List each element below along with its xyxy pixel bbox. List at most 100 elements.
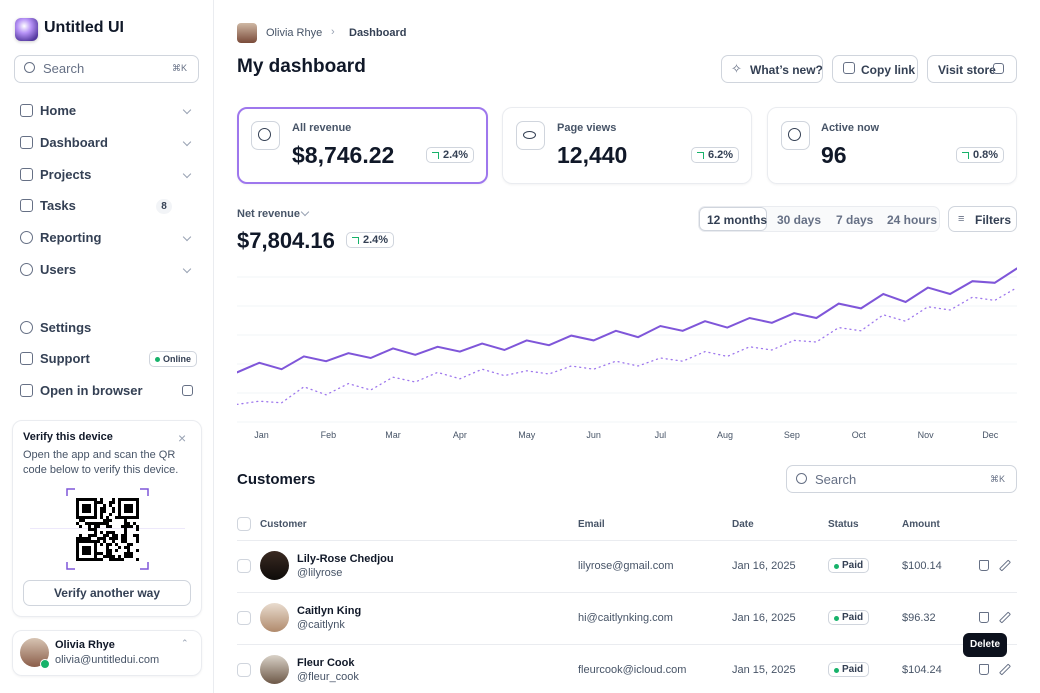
- range-tab[interactable]: 24 hours: [887, 213, 938, 227]
- checkbox[interactable]: [237, 559, 251, 573]
- customer-name: Lily-Rose Chedjou: [297, 553, 394, 565]
- nav-item[interactable]: Support: [40, 351, 90, 366]
- nav-item[interactable]: Tasks: [40, 198, 76, 213]
- customer-email: fleurcook@icloud.com: [578, 664, 687, 676]
- qr-module: [94, 543, 97, 546]
- nav-item[interactable]: Projects: [40, 167, 92, 182]
- nav-icon: [20, 168, 33, 181]
- qr-module: [103, 519, 106, 522]
- qr-module: [82, 552, 85, 555]
- qr-module: [124, 498, 127, 501]
- nav-item[interactable]: Users: [40, 262, 77, 277]
- delete-icon[interactable]: [979, 560, 989, 571]
- close-icon[interactable]: ×: [178, 430, 187, 446]
- external-icon: [993, 63, 1004, 74]
- nav-item[interactable]: Dashboard: [40, 135, 108, 150]
- nav-item[interactable]: Settings: [40, 320, 92, 335]
- qr-module: [136, 510, 139, 513]
- qr-module: [133, 534, 136, 537]
- qr-module: [103, 555, 106, 558]
- button-label[interactable]: What’s new?: [750, 63, 823, 77]
- qr-module: [97, 501, 100, 504]
- stat-card[interactable]: [502, 107, 752, 184]
- stat-card[interactable]: [767, 107, 1017, 184]
- qr-module: [94, 501, 97, 504]
- column-header[interactable]: Status: [828, 519, 859, 530]
- column-header[interactable]: Date: [732, 519, 754, 530]
- nav-item[interactable]: Reporting: [40, 230, 102, 245]
- qr-module: [100, 516, 103, 519]
- qr-module: [112, 498, 115, 501]
- x-tick-label: Mar: [385, 430, 401, 440]
- qr-module: [103, 510, 106, 513]
- table-search[interactable]: [786, 465, 1017, 493]
- button-label[interactable]: Visit store: [938, 63, 996, 77]
- x-tick-label: Dec: [982, 430, 999, 440]
- qr-module: [88, 549, 91, 552]
- column-header[interactable]: Customer: [260, 519, 307, 530]
- delete-icon[interactable]: [979, 664, 989, 675]
- x-tick-label: Aug: [717, 430, 733, 440]
- column-header[interactable]: Email: [578, 519, 605, 530]
- filters-button[interactable]: [948, 206, 1017, 232]
- verify-title: Verify this device: [23, 431, 113, 443]
- customer-amount: $96.32: [902, 612, 936, 624]
- qr-module: [124, 552, 127, 555]
- revenue-label[interactable]: Net revenue: [237, 208, 300, 220]
- user-card[interactable]: [12, 630, 202, 676]
- x-tick-label: Feb: [321, 430, 337, 440]
- qr-module: [112, 555, 115, 558]
- verify-button[interactable]: [23, 580, 191, 606]
- range-tab[interactable]: 30 days: [777, 213, 822, 227]
- chevron: [300, 207, 310, 217]
- edit-icon[interactable]: [998, 559, 1012, 572]
- copy-link-button[interactable]: [832, 55, 918, 83]
- qr-module: [85, 546, 88, 549]
- nav-item[interactable]: Home: [40, 103, 77, 118]
- whats-new-button[interactable]: [721, 55, 823, 83]
- stat-card[interactable]: [237, 107, 488, 184]
- x-tick-label: Sep: [784, 430, 800, 440]
- qr-module: [118, 558, 121, 561]
- qr-module: [106, 519, 109, 522]
- column-header[interactable]: Amount: [902, 519, 940, 530]
- qr-module: [130, 552, 133, 555]
- breadcrumb-item[interactable]: Dashboard: [349, 27, 407, 39]
- visit-store-button[interactable]: [927, 55, 1017, 83]
- range-tab[interactable]: 7 days: [836, 213, 874, 227]
- qr-module: [136, 516, 139, 519]
- qr-module: [91, 522, 94, 525]
- qr-module: [76, 555, 79, 558]
- qr-module: [88, 516, 91, 519]
- qr-module: [106, 552, 109, 555]
- qr-module: [79, 534, 82, 537]
- breadcrumb-item[interactable]: Olivia Rhye: [266, 27, 323, 39]
- stat-value: 96: [821, 142, 847, 168]
- qr-module: [133, 498, 136, 501]
- search-box[interactable]: [14, 55, 199, 83]
- checkbox[interactable]: [237, 517, 251, 531]
- edit-icon[interactable]: [998, 611, 1012, 624]
- sidebar: [0, 0, 214, 693]
- checkbox[interactable]: [237, 611, 251, 625]
- qr-module: [130, 516, 133, 519]
- button-label[interactable]: Copy link: [861, 63, 916, 77]
- qr-module: [115, 549, 118, 552]
- qr-module: [76, 549, 79, 552]
- qr-module: [85, 558, 88, 561]
- qr-module: [76, 507, 79, 510]
- nav-item[interactable]: Open in browser: [40, 383, 143, 398]
- qr-module: [130, 543, 133, 546]
- checkbox[interactable]: [237, 663, 251, 677]
- button-label[interactable]: Filters: [975, 213, 1012, 227]
- range-tab[interactable]: 12 months: [707, 213, 768, 227]
- edit-icon[interactable]: [998, 663, 1012, 676]
- qr-module: [124, 540, 127, 543]
- verify-button-label[interactable]: Verify another way: [53, 586, 161, 600]
- qr-module: [91, 540, 94, 543]
- qr-module: [79, 519, 82, 522]
- delete-icon[interactable]: [979, 612, 989, 623]
- change-badge: 0.8%: [956, 147, 1005, 163]
- qr-module: [100, 510, 103, 513]
